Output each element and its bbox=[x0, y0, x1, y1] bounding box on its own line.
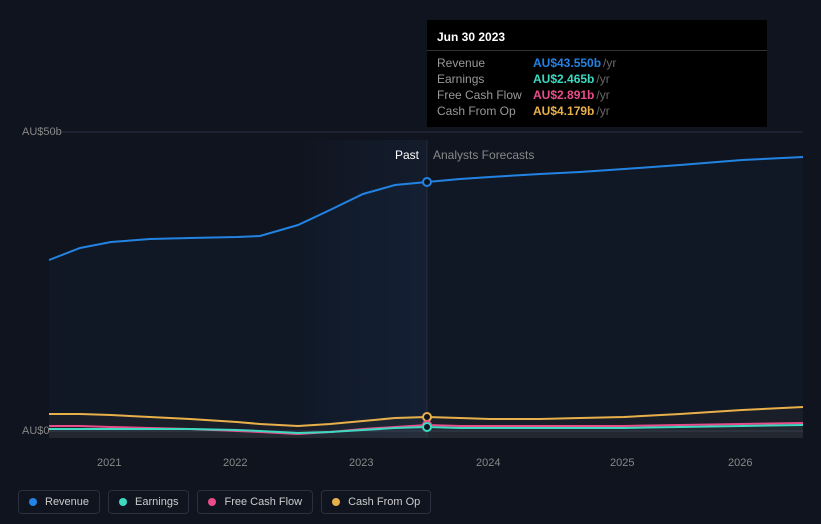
chart-tooltip: Jun 30 2023 RevenueAU$43.550b /yrEarning… bbox=[427, 20, 767, 127]
x-axis-tick: 2021 bbox=[97, 457, 121, 469]
x-axis-tick: 2023 bbox=[349, 457, 373, 469]
tooltip-metric-unit: /yr bbox=[596, 104, 609, 118]
tooltip-metric-label: Free Cash Flow bbox=[437, 88, 533, 102]
tooltip-metric-value: AU$2.891b bbox=[533, 88, 594, 102]
tooltip-date: Jun 30 2023 bbox=[427, 28, 767, 50]
past-section-label: Past bbox=[395, 148, 419, 162]
legend-item-revenue[interactable]: Revenue bbox=[18, 490, 100, 514]
tooltip-row: EarningsAU$2.465b /yr bbox=[427, 71, 767, 87]
y-axis-tick: AU$50b bbox=[22, 126, 62, 138]
legend-dot-icon bbox=[29, 498, 37, 506]
x-axis-tick: 2026 bbox=[728, 457, 752, 469]
tooltip-metric-unit: /yr bbox=[596, 88, 609, 102]
tooltip-metric-label: Earnings bbox=[437, 72, 533, 86]
legend-label: Cash From Op bbox=[348, 496, 420, 508]
legend-dot-icon bbox=[332, 498, 340, 506]
tooltip-row: RevenueAU$43.550b /yr bbox=[427, 55, 767, 71]
financial-chart: AU$50b AU$0 2021 2022 2023 2024 2025 2026 Past… bbox=[0, 0, 821, 524]
tooltip-divider bbox=[427, 50, 767, 51]
legend-dot-icon bbox=[119, 498, 127, 506]
chart-legend: Revenue Earnings Free Cash Flow Cash From O… bbox=[18, 490, 431, 514]
forecast-section-label: Analysts Forecasts bbox=[433, 148, 534, 162]
tooltip-metric-unit: /yr bbox=[596, 72, 609, 86]
tooltip-metric-value: AU$43.550b bbox=[533, 56, 601, 70]
legend-dot-icon bbox=[208, 498, 216, 506]
legend-item-cash-from-op[interactable]: Cash From Op bbox=[321, 490, 431, 514]
x-axis-tick: 2024 bbox=[476, 457, 500, 469]
x-axis-tick: 2025 bbox=[610, 457, 634, 469]
y-axis-tick: AU$0 bbox=[22, 425, 50, 437]
tooltip-metric-unit: /yr bbox=[603, 56, 616, 70]
legend-item-earnings[interactable]: Earnings bbox=[108, 490, 189, 514]
tooltip-metric-label: Cash From Op bbox=[437, 104, 533, 118]
tooltip-metric-label: Revenue bbox=[437, 56, 533, 70]
legend-label: Free Cash Flow bbox=[224, 496, 302, 508]
legend-label: Earnings bbox=[135, 496, 178, 508]
tooltip-metric-value: AU$2.465b bbox=[533, 72, 594, 86]
x-axis-tick: 2022 bbox=[223, 457, 247, 469]
tooltip-row: Cash From OpAU$4.179b /yr bbox=[427, 103, 767, 119]
tooltip-row: Free Cash FlowAU$2.891b /yr bbox=[427, 87, 767, 103]
legend-item-free-cash-flow[interactable]: Free Cash Flow bbox=[197, 490, 313, 514]
legend-label: Revenue bbox=[45, 496, 89, 508]
tooltip-metric-value: AU$4.179b bbox=[533, 104, 594, 118]
